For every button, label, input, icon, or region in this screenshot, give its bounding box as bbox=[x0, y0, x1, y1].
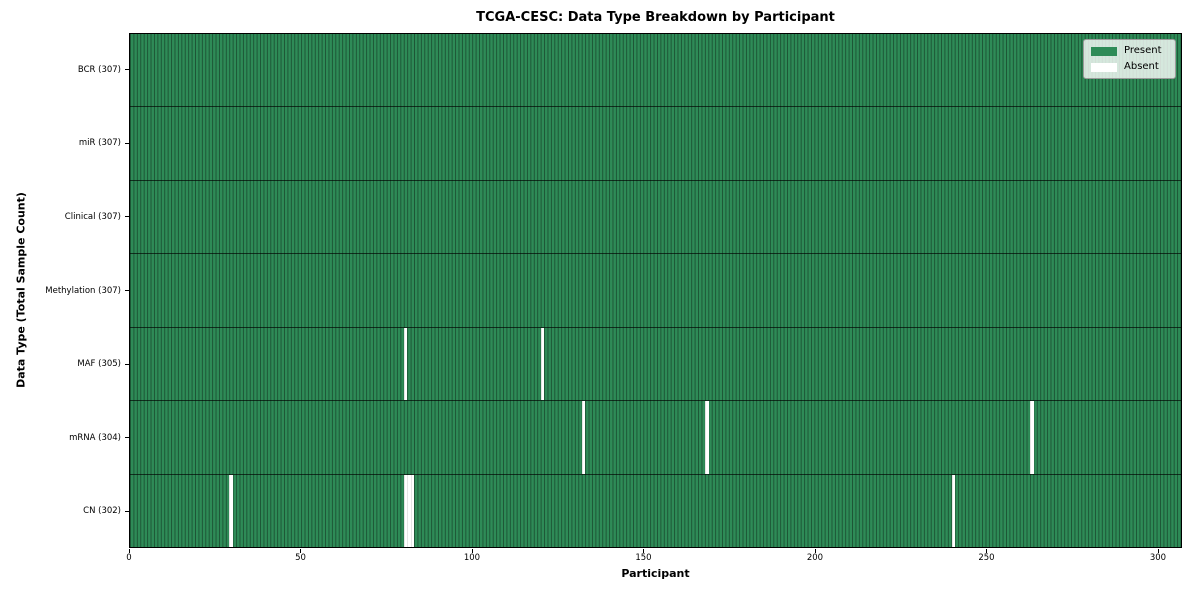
legend-item-present: Present bbox=[1091, 46, 1168, 56]
x-tick-label: 300 bbox=[1149, 553, 1167, 563]
legend-swatch-absent bbox=[1091, 62, 1117, 72]
y-tick-label: MAF (305) bbox=[77, 359, 121, 370]
y-tick-mark bbox=[125, 69, 129, 71]
legend: Present Absent bbox=[1083, 39, 1176, 79]
heatmap-row-mRNA bbox=[130, 400, 1181, 474]
x-tick-label: 50 bbox=[295, 553, 306, 563]
y-tick-mark bbox=[125, 510, 129, 512]
absent-cell-stripe bbox=[705, 401, 709, 474]
absent-cell-stripe bbox=[540, 327, 545, 401]
legend-item-absent: Absent bbox=[1091, 62, 1168, 72]
x-tick-mark bbox=[814, 549, 816, 553]
heatmap-row-MAF bbox=[130, 326, 1181, 401]
x-tick-mark bbox=[300, 549, 302, 553]
legend-label: Present bbox=[1124, 45, 1162, 56]
y-tick-mark bbox=[125, 142, 129, 144]
y-tick-mark bbox=[125, 363, 129, 365]
x-tick-label: 200 bbox=[806, 553, 824, 563]
x-tick-label: 150 bbox=[635, 553, 652, 563]
legend-label: Absent bbox=[1124, 61, 1159, 72]
y-axis-label: Data Type (Total Sample Count) bbox=[14, 192, 28, 388]
x-tick-label: 0 bbox=[126, 553, 132, 563]
y-tick-mark bbox=[125, 216, 129, 218]
absent-cell-stripe bbox=[951, 474, 956, 547]
absent-cell-stripe bbox=[410, 474, 415, 547]
heatmap-plot bbox=[129, 33, 1182, 548]
heatmap-row-Methylation bbox=[130, 253, 1181, 327]
y-tick-label: mRNA (304) bbox=[69, 432, 121, 443]
x-tick-label: 250 bbox=[978, 553, 995, 563]
y-tick-label: Methylation (307) bbox=[45, 285, 121, 296]
y-tick-label: CN (302) bbox=[83, 506, 121, 517]
absent-cell-stripe bbox=[581, 401, 586, 474]
x-tick-mark bbox=[471, 549, 473, 553]
heatmap-row-BCR bbox=[130, 34, 1181, 107]
absent-cell-stripe bbox=[1030, 401, 1034, 474]
y-tick-mark bbox=[125, 437, 129, 439]
x-tick-label: 100 bbox=[463, 553, 481, 563]
x-tick-mark bbox=[643, 549, 645, 553]
y-tick-label: BCR (307) bbox=[77, 64, 121, 75]
heatmap-row-CN bbox=[130, 473, 1181, 547]
legend-swatch-present bbox=[1091, 46, 1117, 56]
x-tick-mark bbox=[1157, 549, 1159, 553]
absent-cell-stripe bbox=[403, 327, 408, 401]
absent-cell-stripe bbox=[403, 474, 408, 547]
y-tick-label: Clinical (307) bbox=[64, 211, 121, 222]
absent-cell-stripe bbox=[229, 474, 233, 547]
heatmap-row-Clinical bbox=[130, 179, 1181, 254]
x-tick-mark bbox=[986, 549, 988, 553]
x-axis-label: Participant bbox=[621, 567, 690, 580]
x-tick-mark bbox=[129, 549, 130, 553]
y-tick-mark bbox=[125, 290, 129, 291]
heatmap-row-miR bbox=[130, 106, 1181, 180]
chart-title: TCGA-CESC: Data Type Breakdown by Partic… bbox=[476, 10, 835, 25]
absent-cell-stripe bbox=[407, 474, 411, 547]
y-tick-label: miR (307) bbox=[78, 138, 121, 149]
